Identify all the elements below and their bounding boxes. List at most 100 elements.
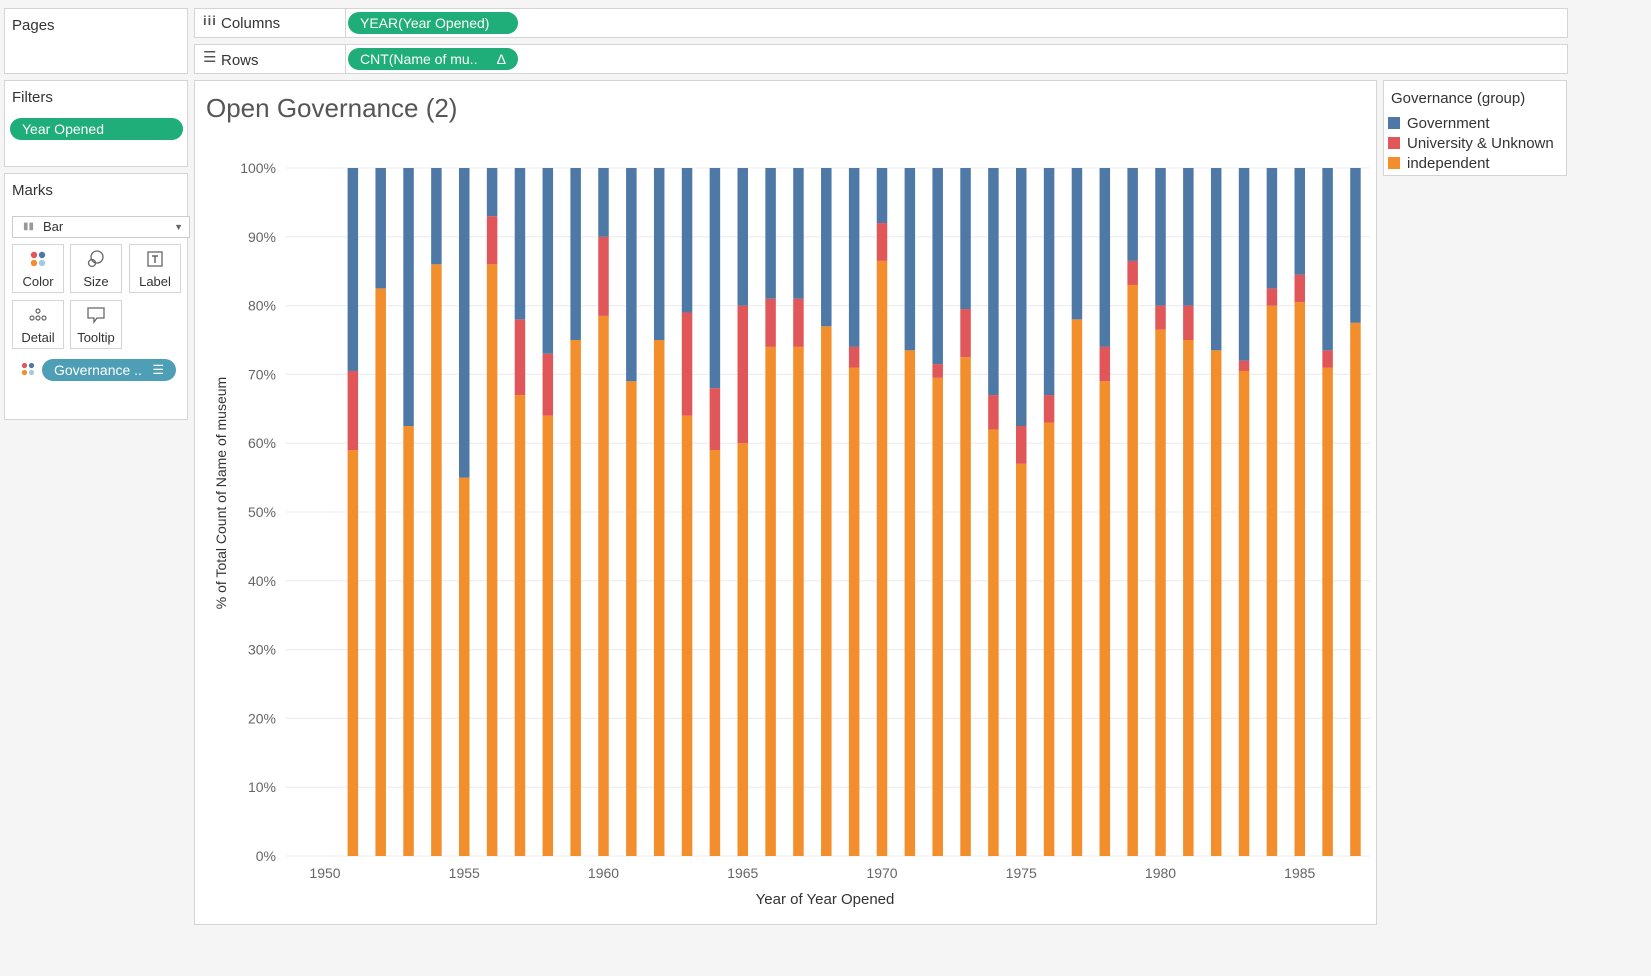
- bar-segment-independent-1979[interactable]: [1127, 284, 1138, 856]
- bar-segment-government-1971[interactable]: [904, 168, 916, 351]
- bar-segment-independent-1956[interactable]: [486, 264, 498, 856]
- bar-segment-government-1986[interactable]: [1322, 168, 1333, 351]
- bar-segment-university-unknown-1986[interactable]: [1322, 350, 1333, 368]
- bar-segment-independent-1964[interactable]: [709, 450, 721, 856]
- bar-segment-independent-1962[interactable]: [653, 340, 665, 856]
- columns-shelf[interactable]: iii Columns YEAR(Year Opened): [194, 8, 1568, 38]
- bar-segment-independent-1987[interactable]: [1350, 322, 1361, 856]
- bar-segment-government-1966[interactable]: [765, 168, 776, 299]
- bar-segment-university-unknown-1978[interactable]: [1099, 346, 1111, 382]
- bar-segment-government-1965[interactable]: [737, 168, 749, 306]
- bar-segment-university-unknown-1972[interactable]: [932, 364, 943, 378]
- bar-segment-university-unknown-1985[interactable]: [1294, 274, 1306, 303]
- bar-segment-university-unknown-1976[interactable]: [1043, 395, 1055, 423]
- tooltip-button[interactable]: Tooltip: [70, 300, 122, 349]
- bar-segment-independent-1981[interactable]: [1183, 340, 1194, 856]
- bar-segment-government-1951[interactable]: [347, 168, 359, 371]
- bar-segment-government-1970[interactable]: [876, 168, 888, 224]
- bar-segment-independent-1963[interactable]: [681, 415, 693, 856]
- bar-segment-university-unknown-1956[interactable]: [486, 216, 498, 265]
- bar-segment-independent-1970[interactable]: [876, 260, 888, 856]
- bar-segment-university-unknown-1957[interactable]: [514, 319, 526, 396]
- columns-year-pill[interactable]: YEAR(Year Opened): [348, 12, 518, 34]
- bar-segment-independent-1966[interactable]: [765, 346, 776, 856]
- bar-segment-government-1964[interactable]: [709, 168, 721, 389]
- filter-year-opened-pill[interactable]: Year Opened: [10, 118, 183, 140]
- bar-segment-independent-1986[interactable]: [1322, 367, 1333, 856]
- bar-segment-independent-1961[interactable]: [626, 381, 637, 856]
- bar-segment-independent-1971[interactable]: [904, 350, 916, 856]
- bar-segment-government-1979[interactable]: [1127, 168, 1138, 261]
- bar-segment-independent-1985[interactable]: [1294, 302, 1306, 856]
- bar-segment-independent-1952[interactable]: [375, 288, 386, 856]
- bar-segment-government-1969[interactable]: [848, 168, 860, 347]
- bar-segment-government-1956[interactable]: [486, 168, 498, 217]
- bar-segment-government-1967[interactable]: [793, 168, 804, 299]
- bar-segment-university-unknown-1984[interactable]: [1266, 288, 1278, 306]
- bar-segment-government-1984[interactable]: [1266, 168, 1278, 289]
- bar-segment-university-unknown-1974[interactable]: [988, 395, 999, 430]
- governance-color-pill[interactable]: Governance .. ☰: [42, 359, 176, 381]
- bar-segment-independent-1977[interactable]: [1071, 319, 1083, 856]
- bar-segment-university-unknown-1958[interactable]: [542, 353, 554, 416]
- bar-segment-independent-1959[interactable]: [570, 340, 581, 856]
- bar-segment-government-1960[interactable]: [598, 168, 609, 237]
- bar-segment-university-unknown-1966[interactable]: [765, 298, 776, 347]
- bar-segment-independent-1965[interactable]: [737, 443, 749, 856]
- bar-segment-independent-1955[interactable]: [459, 477, 470, 856]
- filters-shelf[interactable]: Filters Year Opened: [4, 80, 188, 167]
- bar-segment-independent-1984[interactable]: [1266, 305, 1278, 857]
- bar-segment-government-1968[interactable]: [821, 168, 832, 327]
- bar-segment-independent-1983[interactable]: [1238, 370, 1250, 856]
- bar-segment-university-unknown-1983[interactable]: [1238, 360, 1250, 371]
- bar-segment-university-unknown-1951[interactable]: [347, 370, 359, 451]
- bar-segment-independent-1980[interactable]: [1155, 329, 1166, 856]
- bar-segment-government-1953[interactable]: [403, 168, 414, 426]
- bar-segment-independent-1969[interactable]: [848, 367, 860, 856]
- bar-segment-government-1957[interactable]: [514, 168, 526, 320]
- bar-segment-university-unknown-1975[interactable]: [1016, 426, 1027, 464]
- color-button[interactable]: Color: [12, 244, 64, 293]
- bar-segment-university-unknown-1965[interactable]: [737, 305, 749, 444]
- rows-count-pill[interactable]: CNT(Name of mu.. Δ: [348, 48, 518, 70]
- bar-segment-government-1974[interactable]: [988, 168, 999, 396]
- bar-segment-government-1985[interactable]: [1294, 168, 1306, 275]
- bar-segment-government-1972[interactable]: [932, 168, 943, 365]
- bar-segment-university-unknown-1979[interactable]: [1127, 260, 1138, 285]
- bar-segment-government-1952[interactable]: [375, 168, 386, 289]
- bar-segment-independent-1958[interactable]: [542, 415, 554, 856]
- bar-segment-independent-1978[interactable]: [1099, 381, 1111, 856]
- bar-segment-government-1987[interactable]: [1350, 168, 1361, 323]
- bar-segment-independent-1957[interactable]: [514, 395, 526, 856]
- bar-segment-independent-1973[interactable]: [960, 357, 971, 856]
- bar-segment-government-1976[interactable]: [1043, 168, 1055, 396]
- bar-segment-independent-1967[interactable]: [793, 346, 804, 856]
- bar-segment-independent-1982[interactable]: [1210, 350, 1222, 856]
- detail-button[interactable]: Detail: [12, 300, 64, 349]
- rows-shelf[interactable]: ☰ Rows CNT(Name of mu.. Δ: [194, 44, 1568, 74]
- bar-segment-university-unknown-1967[interactable]: [793, 298, 804, 347]
- bar-segment-university-unknown-1980[interactable]: [1155, 305, 1166, 330]
- bar-segment-university-unknown-1963[interactable]: [681, 312, 693, 416]
- bar-segment-independent-1972[interactable]: [932, 377, 943, 856]
- legend-item-independent[interactable]: independent: [1388, 155, 1490, 173]
- bar-segment-independent-1954[interactable]: [431, 264, 442, 856]
- bar-segment-government-1978[interactable]: [1099, 168, 1111, 347]
- bar-segment-independent-1951[interactable]: [347, 450, 359, 856]
- bar-segment-government-1982[interactable]: [1210, 168, 1222, 351]
- bar-segment-government-1962[interactable]: [653, 168, 665, 340]
- bar-segment-independent-1976[interactable]: [1043, 422, 1055, 856]
- bar-segment-university-unknown-1960[interactable]: [598, 236, 609, 316]
- pages-shelf[interactable]: Pages: [4, 8, 188, 74]
- bar-segment-government-1980[interactable]: [1155, 168, 1166, 306]
- bar-segment-independent-1960[interactable]: [598, 315, 609, 856]
- bar-segment-government-1977[interactable]: [1071, 168, 1083, 320]
- bar-segment-government-1961[interactable]: [626, 168, 637, 382]
- bar-segment-government-1954[interactable]: [431, 168, 442, 265]
- legend-item-government[interactable]: Government: [1388, 115, 1490, 133]
- size-button[interactable]: Size: [70, 244, 122, 293]
- mark-type-dropdown[interactable]: ▮▮ Bar ▼: [12, 216, 190, 238]
- bar-segment-university-unknown-1970[interactable]: [876, 223, 888, 261]
- legend-item-university-unknown[interactable]: University & Unknown: [1388, 135, 1554, 153]
- bar-segment-government-1981[interactable]: [1183, 168, 1194, 306]
